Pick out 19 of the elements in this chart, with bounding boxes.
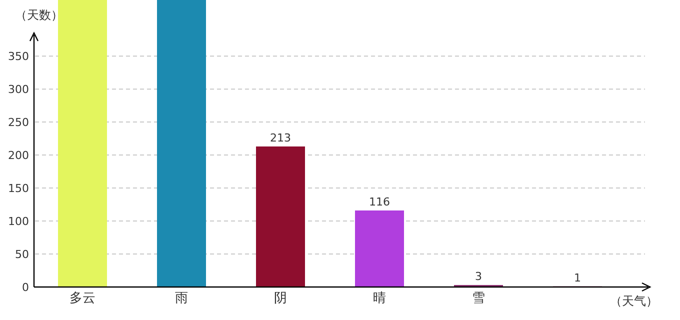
x-tick-label: 雨 bbox=[175, 291, 188, 306]
y-tick-label: 0 bbox=[22, 281, 29, 294]
y-tick-label: 50 bbox=[15, 248, 29, 262]
y-axis-title: （天数） bbox=[15, 8, 63, 22]
x-axis-title: （天气） bbox=[610, 294, 658, 308]
x-tick-label: 多云 bbox=[70, 291, 96, 306]
y-tick-label: 150 bbox=[8, 182, 29, 196]
data-label: 1 bbox=[574, 271, 581, 284]
x-tick-label: 阴 bbox=[274, 291, 287, 306]
data-label: 3 bbox=[475, 270, 482, 284]
data-label: 116 bbox=[369, 195, 390, 208]
y-tick-label: 300 bbox=[8, 83, 29, 96]
y-tick-label: 200 bbox=[8, 149, 29, 162]
y-tick-label: 100 bbox=[8, 215, 29, 228]
data-label: 213 bbox=[270, 131, 291, 144]
x-tick-label: 雪 bbox=[472, 291, 485, 306]
y-tick-label: 350 bbox=[8, 50, 29, 64]
y-tick-label: 250 bbox=[8, 116, 29, 130]
x-tick-label: 晴 bbox=[373, 291, 386, 306]
